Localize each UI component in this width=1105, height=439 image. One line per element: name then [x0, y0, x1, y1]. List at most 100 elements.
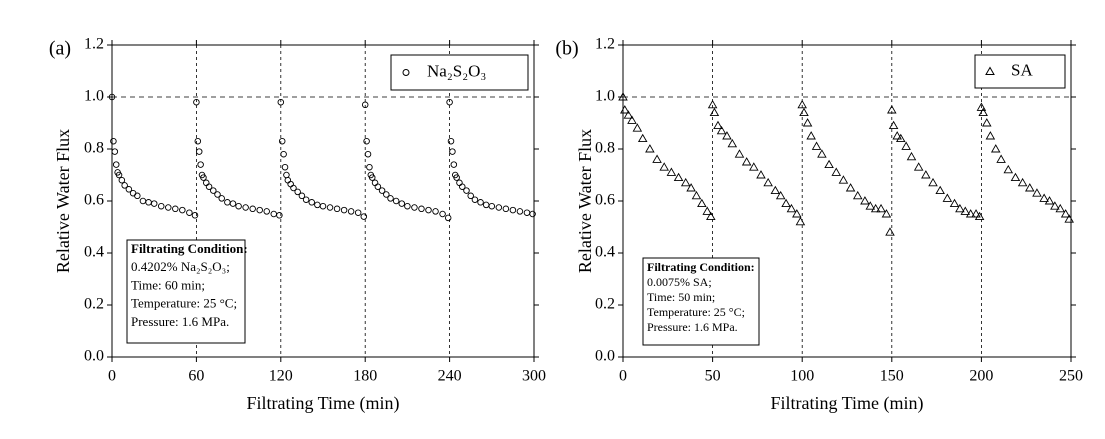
data-point: [378, 187, 386, 194]
data-point: [1050, 201, 1060, 210]
data-point: [361, 101, 369, 109]
data-point: [347, 208, 355, 215]
data-point: [707, 99, 718, 109]
y-tick-label: 0.6: [84, 192, 104, 209]
data-point: [425, 206, 432, 214]
data-point: [287, 180, 294, 188]
data-point: [202, 179, 210, 187]
data-point: [366, 163, 373, 171]
data-point: [990, 144, 1001, 153]
data-point: [892, 131, 902, 140]
data-point: [371, 179, 379, 187]
data-point: [722, 131, 732, 140]
x-tick-label: 180: [353, 368, 377, 385]
data-point: [115, 171, 123, 179]
x-tick-label: 60: [188, 368, 204, 385]
data-point: [686, 183, 696, 192]
data-point: [895, 133, 906, 143]
y-tick-label: 0.8: [595, 140, 615, 157]
data-point: [716, 125, 727, 135]
x-axis-label: Filtrating Time (min): [770, 393, 923, 414]
data-point: [1060, 209, 1071, 218]
data-point: [1055, 203, 1066, 213]
data-point: [125, 186, 133, 193]
data-point: [838, 175, 849, 184]
annotation-line: Temperature: 25 °C;: [647, 305, 745, 319]
data-point: [652, 154, 662, 163]
data-point: [618, 92, 628, 101]
data-point: [906, 151, 917, 161]
y-tick-label: 0.2: [84, 296, 104, 313]
data-point: [763, 177, 773, 187]
x-tick-label: 250: [1059, 368, 1083, 385]
data-point: [210, 187, 217, 194]
data-point: [942, 193, 953, 202]
data-point: [450, 161, 458, 168]
y-tick-label: 0.6: [595, 192, 615, 209]
data-point: [392, 197, 400, 205]
legend-label: Na₂S₂O₃: [427, 61, 486, 80]
data-point: [280, 150, 287, 158]
data-point: [888, 120, 899, 130]
data-point: [965, 209, 976, 218]
y-tick-label: 0.4: [595, 244, 615, 261]
data-point: [976, 102, 987, 111]
data-point: [887, 105, 897, 114]
data-point: [418, 205, 425, 213]
data-point: [1044, 196, 1055, 205]
data-point: [985, 131, 996, 140]
data-point: [659, 162, 669, 171]
data-point: [281, 163, 289, 171]
data-point: [792, 209, 802, 218]
data-point: [935, 185, 945, 195]
data-point: [411, 204, 418, 211]
y-tick-label: 0.0: [84, 348, 104, 365]
data-point: [960, 206, 971, 215]
data-point: [121, 182, 128, 189]
data-point: [467, 192, 474, 200]
data-point: [278, 137, 286, 145]
data-point: [139, 197, 147, 205]
data-point: [482, 201, 490, 209]
data-point: [302, 196, 310, 203]
data-point: [432, 208, 439, 215]
data-point: [727, 138, 738, 148]
data-point: [775, 190, 786, 200]
data-point: [770, 185, 781, 195]
data-point: [326, 204, 334, 211]
y-tick-label: 1.2: [595, 36, 615, 53]
data-point: [620, 105, 630, 114]
data-point: [374, 183, 382, 190]
data-point: [179, 206, 186, 214]
data-point: [982, 118, 992, 127]
data-point: [111, 148, 119, 155]
data-point: [214, 191, 221, 198]
data-point: [449, 148, 456, 155]
annotation-line: Temperature: 25 °C;: [131, 296, 237, 311]
data-point: [502, 205, 510, 213]
data-point: [195, 148, 203, 155]
data-point: [786, 203, 797, 213]
data-point: [194, 137, 202, 145]
data-point: [978, 107, 988, 117]
data-point: [845, 183, 856, 192]
data-point: [249, 205, 256, 213]
data-point: [996, 154, 1006, 163]
data-point: [824, 159, 834, 169]
x-tick-label: 300: [522, 368, 546, 385]
data-point: [623, 110, 634, 119]
data-point: [865, 201, 876, 210]
data-point: [691, 190, 702, 200]
data-point: [870, 203, 881, 213]
data-point: [354, 209, 362, 216]
data-point: [150, 200, 158, 207]
data-point: [797, 99, 807, 109]
data-point: [308, 199, 315, 206]
data-point: [509, 206, 517, 214]
data-point: [319, 202, 327, 210]
data-point: [263, 208, 270, 215]
data-point: [368, 174, 376, 181]
data-point: [680, 177, 691, 187]
data-point: [229, 200, 237, 207]
data-point: [224, 199, 231, 206]
